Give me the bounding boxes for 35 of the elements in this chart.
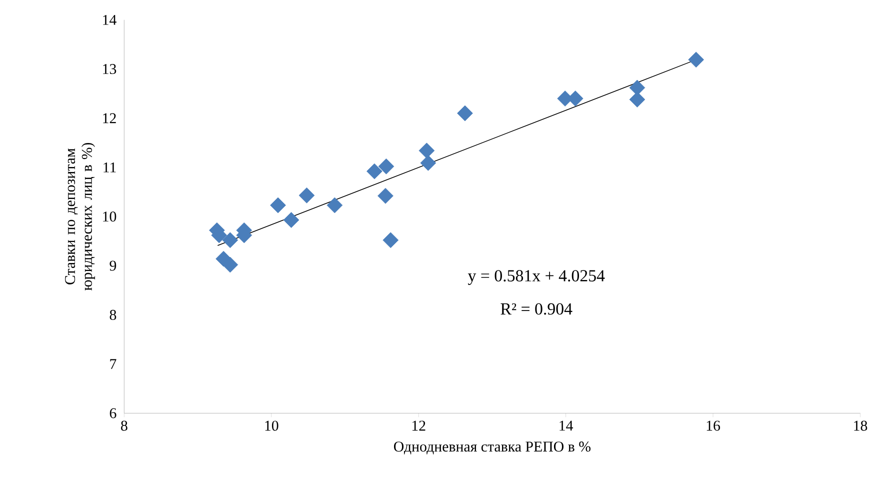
x-axis-title: Однодневная ставка РЕПО в % <box>394 442 590 455</box>
x-tick-label: 8 <box>121 420 128 431</box>
y-tick-label: 8 <box>110 310 116 320</box>
y-axis-title: Ставки по депозитам юридических лиц в %) <box>65 143 95 291</box>
point <box>629 80 646 96</box>
x-tick-label: 12 <box>412 420 426 431</box>
point <box>366 164 382 180</box>
point <box>378 158 394 174</box>
y-tick-label: 10 <box>103 212 116 222</box>
x-tick-label: 18 <box>854 420 868 431</box>
y-tick-label: 7 <box>110 359 116 370</box>
point <box>457 106 473 122</box>
point <box>629 92 646 108</box>
y-tick-label: 6 <box>110 408 116 418</box>
y-tick-label: 9 <box>110 260 116 271</box>
annotation: R² = 0.904 <box>500 303 572 315</box>
point <box>420 155 436 172</box>
x-tick-label: 10 <box>265 420 278 431</box>
point <box>378 188 394 204</box>
y-tick-label: 14 <box>103 15 116 25</box>
point <box>283 212 300 228</box>
point <box>222 232 238 248</box>
point <box>270 197 286 214</box>
annotation: y = 0.581x + 4.0254 <box>468 270 605 286</box>
point <box>298 188 315 204</box>
point <box>222 256 238 273</box>
x-tick-label: 16 <box>706 420 720 431</box>
y-tick-label: 13 <box>103 64 116 74</box>
point <box>688 52 704 68</box>
point <box>418 142 435 159</box>
point <box>326 197 343 214</box>
y-tick-label: 12 <box>103 113 116 124</box>
x-tick-label: 14 <box>560 420 574 431</box>
point <box>382 232 399 248</box>
y-tick-label: 11 <box>104 162 116 172</box>
